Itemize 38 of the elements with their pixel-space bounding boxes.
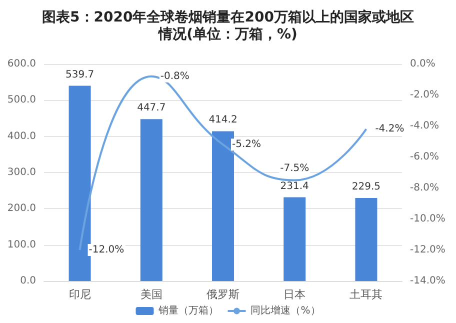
x-tick-label: 土耳其 [350,288,383,301]
y-tick-label: 0.0 [20,276,36,286]
x-tick-label: 美国 [140,288,162,301]
y2-tick-label: -8.0% [410,182,440,194]
y-tick-label: 100.0 [7,239,36,250]
x-tick-label: 日本 [284,288,306,301]
y2-tick-label: -12.0% [410,244,446,256]
legend-label: 同比增速（%） [250,304,320,316]
bar [140,119,162,281]
y-tick-label: 600.0 [7,58,36,70]
data-label: -0.8% [160,70,190,82]
data-label: 229.5 [352,181,381,192]
data-label: 539.7 [65,69,94,80]
y2-tick-label: -6.0% [410,152,440,162]
y-tick-label: 500.0 [7,94,36,106]
data-label: 447.7 [137,102,166,114]
data-label: -5.2% [232,139,262,150]
bar [355,198,378,281]
y2-tick-label: -2.0% [410,90,440,100]
x-tick-label: 印尼 [68,288,91,301]
data-label: -12.0% [88,244,124,256]
data-label: -7.5% [280,162,310,174]
y2-tick-label: -14.0% [410,276,446,286]
y2-tick-label: 0.0% [410,58,436,70]
bar [212,131,234,281]
y-tick-label: 400.0 [7,130,36,142]
data-label: -4.2% [375,124,404,135]
y-tick-label: 200.0 [7,203,36,214]
data-label: 414.2 [208,114,238,126]
legend-label: 销量（万箱） [158,306,219,316]
y2-tick-label: -4.0% [410,120,440,132]
x-tick-label: 俄罗斯 [206,288,240,301]
y-tick-label: 300.0 [7,167,36,178]
bar [68,86,91,281]
bar [284,197,306,281]
data-label: 231.4 [280,180,309,192]
chart-title: 图表5：2020年全球卷烟销量在200万箱以上的国家或地区情况(单位：万箱，%) [42,8,414,42]
y2-tick-label: -10.0% [410,214,446,224]
